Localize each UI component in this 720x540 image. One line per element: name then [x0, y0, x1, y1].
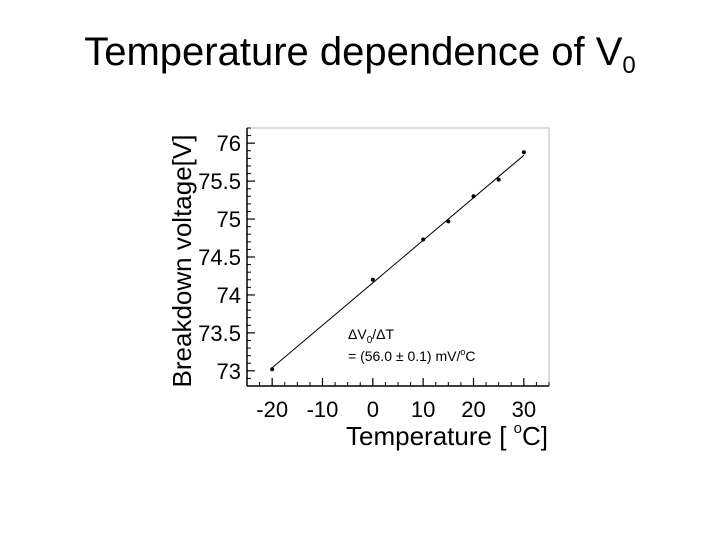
y-tick-label: 73.5 — [198, 321, 241, 346]
x-tick-label: 30 — [512, 397, 536, 422]
x-axis-label: Temperature [ oC] — [346, 420, 548, 451]
slide-title: Temperature dependence of V0 — [0, 30, 720, 80]
data-point — [370, 277, 375, 282]
slide-title-main: Temperature dependence of V — [84, 30, 623, 74]
fit-line — [271, 154, 525, 369]
fit-layer — [271, 154, 525, 369]
y-tick-label: 73 — [217, 359, 241, 384]
y-tick-label: 75 — [217, 207, 241, 232]
data-point — [270, 367, 275, 372]
y-tick-label: 74 — [217, 283, 241, 308]
data-point — [521, 150, 526, 155]
data-points — [270, 150, 526, 372]
x-ticks: -20 -10 0 10 20 30 — [246, 378, 550, 422]
y-axis-label: Breakdown voltage[V] — [167, 135, 197, 388]
fit-annotation-line2: = (56.0 ± 0.1) mV/oC — [348, 347, 475, 364]
y-ticks: 73 73.5 74 74.5 75 75.5 76 — [198, 127, 255, 384]
slide-title-subscript: 0 — [622, 52, 636, 79]
x-tick-label: 0 — [367, 397, 379, 422]
y-tick-label: 76 — [217, 131, 241, 156]
data-point — [446, 219, 451, 224]
y-tick-label: 74.5 — [198, 245, 241, 270]
x-tick-label: -20 — [256, 397, 288, 422]
data-point — [421, 237, 426, 242]
x-tick-label: -10 — [307, 397, 339, 422]
x-tick-label: 10 — [411, 397, 435, 422]
x-tick-label: 20 — [461, 397, 485, 422]
fit-annotation-line1: ΔV0/ΔT — [348, 326, 395, 346]
data-point — [471, 194, 476, 199]
y-tick-label: 75.5 — [198, 169, 241, 194]
data-point — [496, 177, 501, 182]
